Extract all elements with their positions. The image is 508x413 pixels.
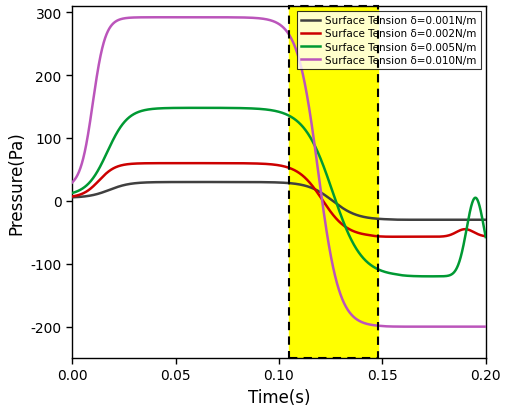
Surface Tension δ=0.002N/m <box>475 232 481 237</box>
Surface Tension δ=0.005N/m <box>69 191 75 196</box>
Surface Tension δ=0.010N/m <box>430 324 436 329</box>
Surface Tension δ=0.010N/m <box>69 180 75 185</box>
Line: Surface Tension δ=0.010N/m: Surface Tension δ=0.010N/m <box>72 18 486 327</box>
Surface Tension δ=0.002N/m <box>183 161 189 166</box>
Surface Tension δ=0.005N/m <box>228 106 234 111</box>
X-axis label: Time(s): Time(s) <box>248 388 310 406</box>
Surface Tension δ=0.002N/m <box>116 164 122 169</box>
Surface Tension δ=0.001N/m <box>116 185 122 190</box>
Surface Tension δ=0.005N/m <box>483 235 489 240</box>
Surface Tension δ=0.010N/m <box>174 16 180 21</box>
Line: Surface Tension δ=0.002N/m: Surface Tension δ=0.002N/m <box>72 164 486 237</box>
Surface Tension δ=0.010N/m <box>116 18 122 23</box>
Bar <box>289 7 378 358</box>
Surface Tension δ=0.010N/m <box>141 16 147 21</box>
Surface Tension δ=0.010N/m <box>246 16 252 21</box>
Surface Tension δ=0.005N/m <box>196 106 202 111</box>
Surface Tension δ=0.005N/m <box>141 109 147 114</box>
Surface Tension δ=0.001N/m <box>69 195 75 200</box>
Surface Tension δ=0.002N/m <box>483 234 489 239</box>
Line: Surface Tension δ=0.005N/m: Surface Tension δ=0.005N/m <box>72 109 486 277</box>
Surface Tension δ=0.010N/m <box>483 324 489 329</box>
Surface Tension δ=0.005N/m <box>423 274 429 279</box>
Surface Tension δ=0.001N/m <box>483 218 489 223</box>
Surface Tension δ=0.005N/m <box>430 274 436 279</box>
Surface Tension δ=0.001N/m <box>430 218 436 223</box>
Surface Tension δ=0.001N/m <box>475 218 481 223</box>
Surface Tension δ=0.001N/m <box>402 218 408 223</box>
Surface Tension δ=0.010N/m <box>475 324 481 329</box>
Surface Tension δ=0.002N/m <box>141 161 147 166</box>
Surface Tension δ=0.010N/m <box>402 324 408 329</box>
Surface Tension δ=0.005N/m <box>116 127 122 132</box>
Legend: Surface Tension δ=0.001N/m, Surface Tension δ=0.002N/m, Surface Tension δ=0.005N: Surface Tension δ=0.001N/m, Surface Tens… <box>297 12 481 70</box>
Surface Tension δ=0.001N/m <box>228 180 234 185</box>
Surface Tension δ=0.002N/m <box>69 195 75 199</box>
Surface Tension δ=0.002N/m <box>386 235 392 240</box>
Surface Tension δ=0.001N/m <box>141 180 147 185</box>
Line: Surface Tension δ=0.001N/m: Surface Tension δ=0.001N/m <box>72 183 486 220</box>
Surface Tension δ=0.002N/m <box>430 235 436 240</box>
Surface Tension δ=0.002N/m <box>228 161 234 166</box>
Surface Tension δ=0.002N/m <box>246 161 252 166</box>
Surface Tension δ=0.010N/m <box>228 16 234 21</box>
Surface Tension δ=0.005N/m <box>475 199 481 204</box>
Surface Tension δ=0.005N/m <box>246 107 252 112</box>
Y-axis label: Pressure(Pa): Pressure(Pa) <box>7 131 25 234</box>
Surface Tension δ=0.001N/m <box>204 180 210 185</box>
Surface Tension δ=0.001N/m <box>246 180 252 185</box>
